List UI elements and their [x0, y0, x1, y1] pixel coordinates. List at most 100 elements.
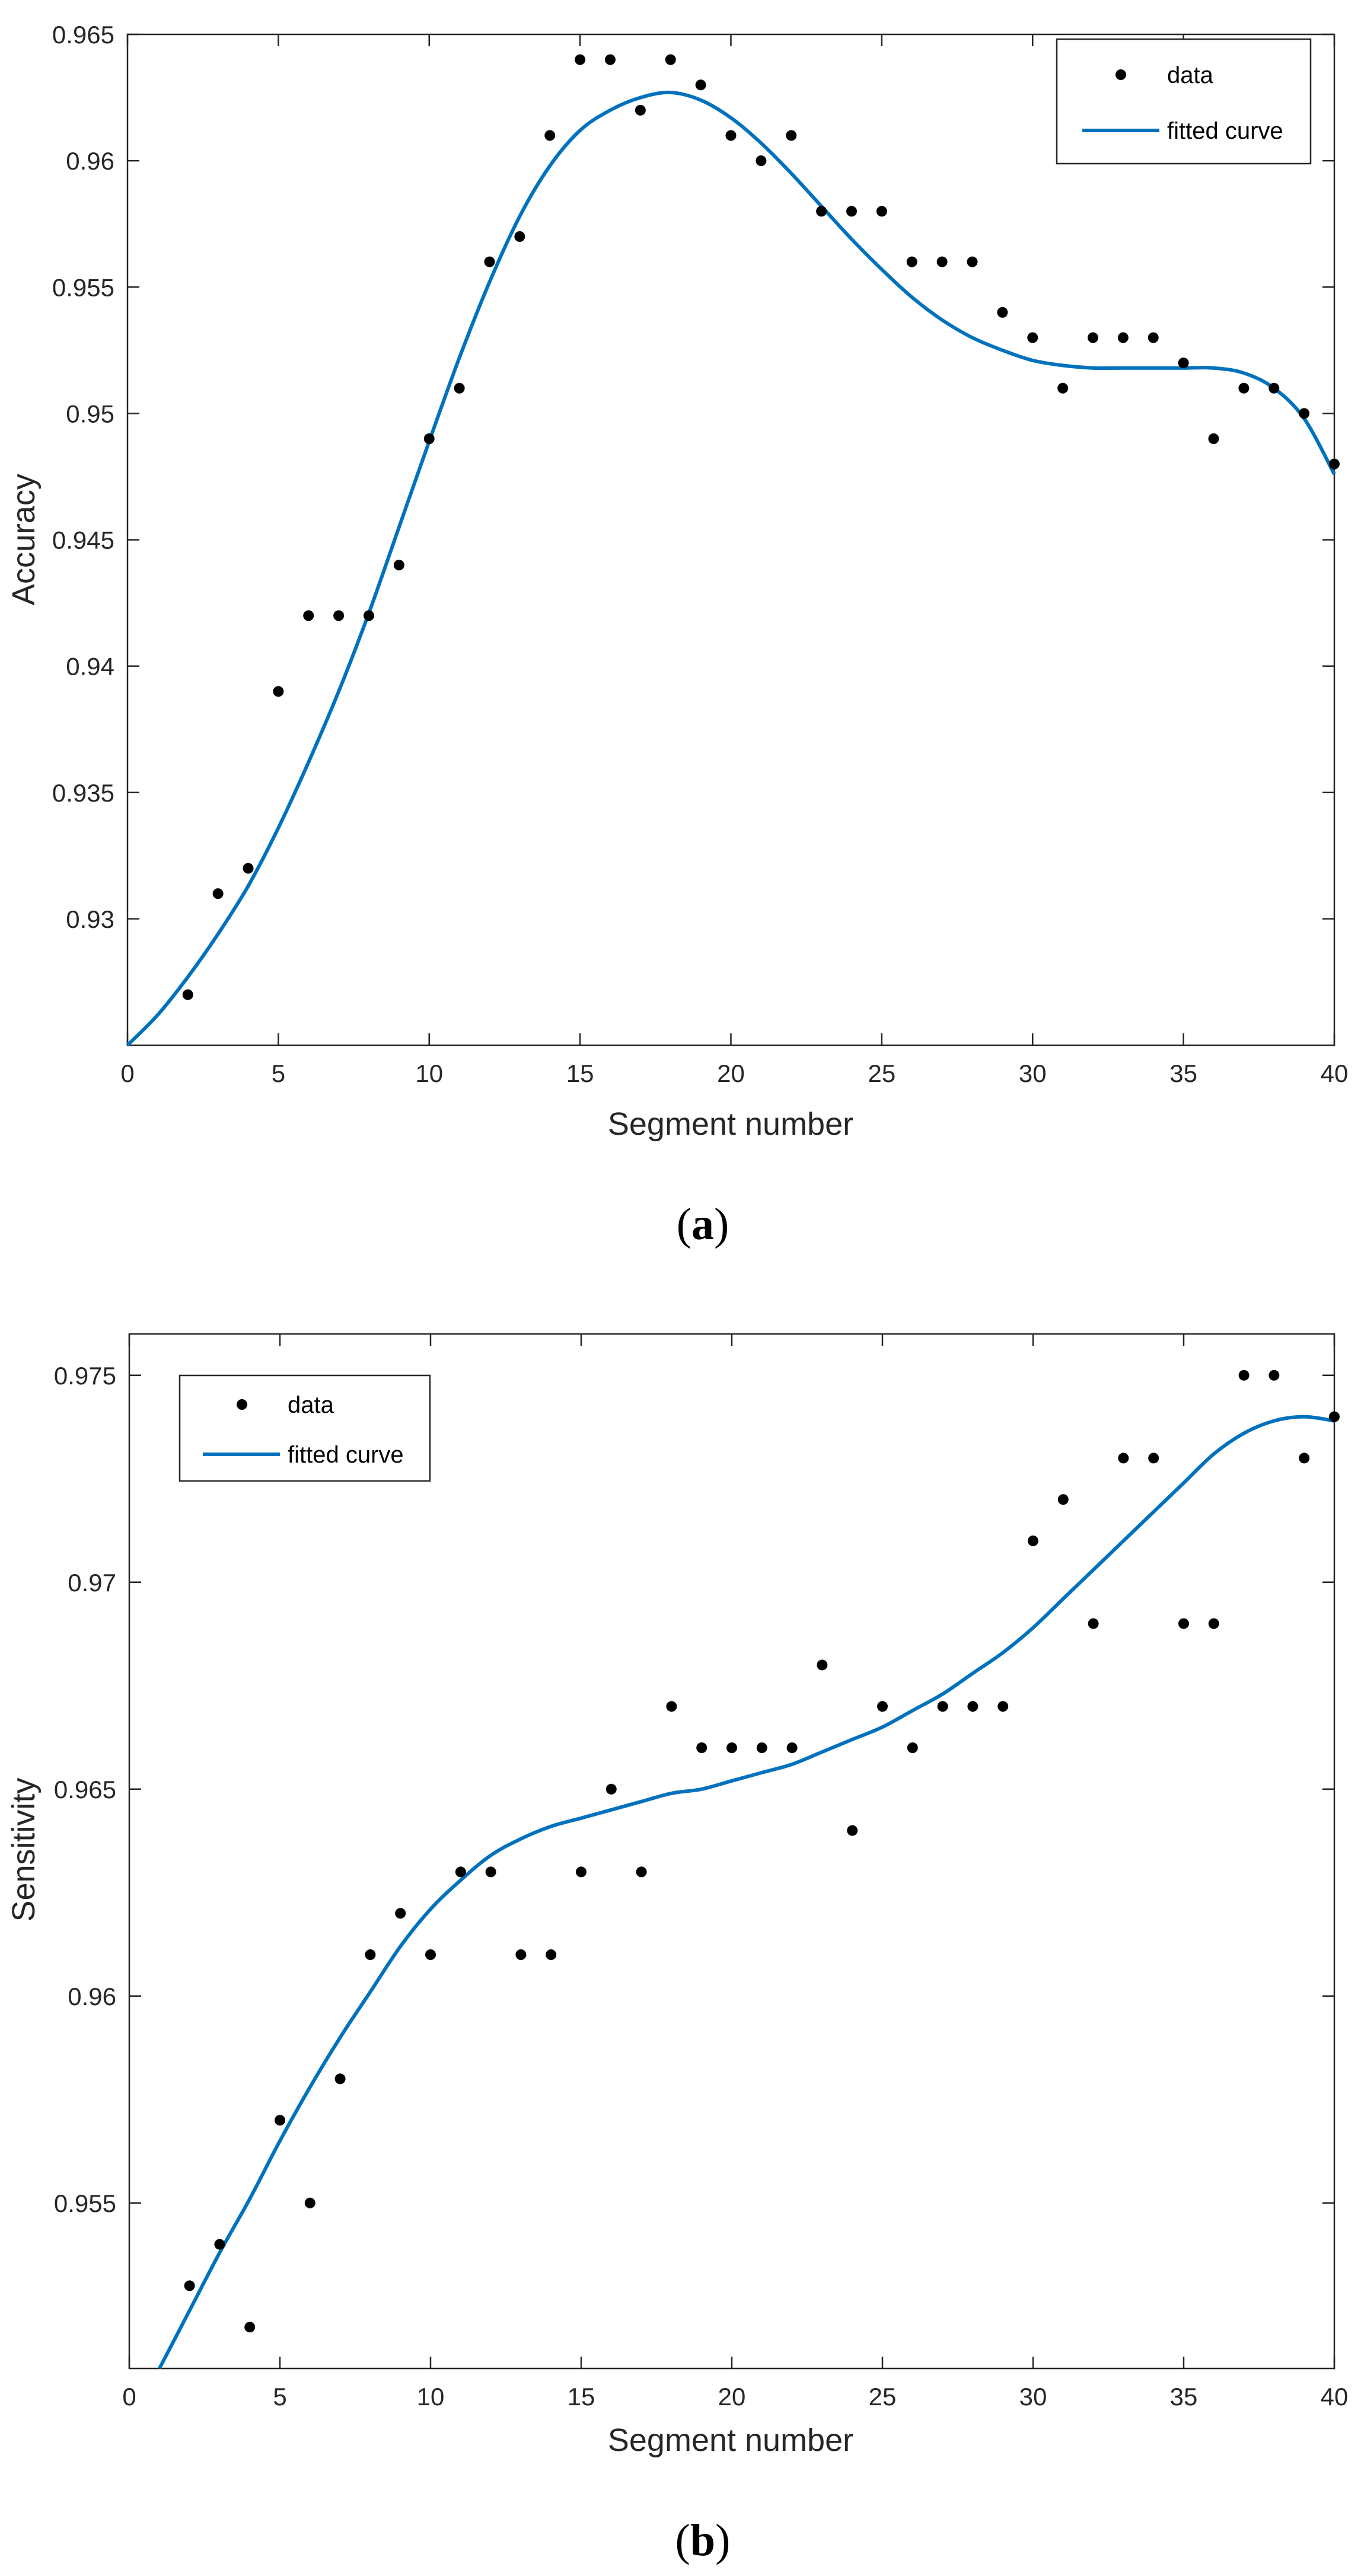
data-point-a	[575, 54, 586, 65]
x-tick-label-b: 10	[417, 2383, 445, 2411]
fitted-curve-a	[126, 90, 1336, 1047]
data-point-a	[423, 433, 435, 444]
data-point-b	[184, 2280, 195, 2291]
data-point-b	[1028, 1536, 1038, 1546]
data-point-b	[334, 2073, 346, 2085]
data-point-a	[212, 888, 224, 899]
data-point-a	[605, 54, 616, 65]
y-tick-label-a: 0.96	[66, 147, 114, 175]
caption-b: (b)	[675, 2516, 731, 2565]
data-point-a	[876, 206, 887, 217]
data-point-a	[846, 206, 857, 217]
data-point-a	[725, 130, 737, 141]
y-tick-label-b: 0.955	[54, 2189, 116, 2217]
data-point-a	[816, 206, 827, 217]
data-point-b	[425, 1949, 436, 1960]
x-tick-label-a: 35	[1169, 1059, 1197, 1087]
data-point-a	[393, 560, 404, 571]
data-point-a	[1148, 332, 1159, 343]
data-point-b	[304, 2197, 315, 2208]
plot-frame-a	[126, 33, 1335, 1046]
y-tick-label-a: 0.935	[52, 779, 114, 807]
x-axis-label-b: Segment number	[608, 2422, 853, 2458]
data-point-b	[365, 1949, 376, 1960]
data-point-a	[333, 610, 345, 621]
chart-accuracy: 0 5 10 15 20 25 30 35 40 0.93 0.935 0.94 0.945 0.95 0.…	[6, 21, 1348, 1249]
data-point-a	[1027, 332, 1038, 343]
data-point-b	[1057, 1494, 1069, 1505]
chart-sensitivity: 0 5 10 15 20 25 30 35 400.9550.960.9650.970.975 …	[6, 1333, 1348, 2565]
data-point-a	[1088, 332, 1098, 343]
data-point-b	[967, 1701, 978, 1712]
data-point-a	[936, 256, 948, 267]
x-tick-label-a: 10	[415, 1059, 443, 1087]
data-point-b	[696, 1742, 707, 1753]
data-point-a	[786, 130, 797, 141]
x-tick-label-a: 20	[717, 1059, 745, 1087]
data-point-a	[243, 863, 254, 874]
data-point-a	[1329, 458, 1340, 470]
data-point-b	[666, 1701, 677, 1712]
x-tick-label-a: 40	[1321, 1059, 1349, 1087]
legend-box-a	[1056, 38, 1312, 165]
legend-box-b	[179, 1374, 431, 1482]
y-tick-label-b: 0.965	[54, 1776, 116, 1803]
y-tick-label-a: 0.94	[66, 653, 114, 681]
legend-b: data fitted curve	[179, 1374, 431, 1482]
data-point-a	[1299, 408, 1310, 419]
data-point-a	[695, 79, 706, 91]
data-point-b	[1329, 1411, 1340, 1422]
data-point-a	[454, 382, 465, 394]
x-tick-label-b: 25	[869, 2383, 897, 2411]
data-point-b	[817, 1659, 828, 1671]
legend-data-label-b: data	[288, 1392, 334, 1418]
caption-a: (a)	[677, 1199, 729, 1249]
plot-frame-b	[128, 1333, 1335, 2370]
legend-marker-b	[237, 1399, 247, 1410]
data-point-b	[726, 1742, 737, 1753]
y-tick-label-a: 0.945	[52, 526, 114, 554]
data-point-b	[485, 1866, 496, 1878]
data-point-b	[576, 1866, 587, 1878]
data-point-b	[214, 2239, 225, 2250]
y-tick-label-a: 0.95	[66, 400, 114, 427]
x-tick-label-a: 5	[272, 1059, 285, 1087]
legend-a: data fitted curve	[1056, 38, 1312, 165]
x-tick-label-a: 25	[868, 1059, 896, 1087]
x-tick-label-a: 30	[1019, 1059, 1047, 1087]
data-point-a	[635, 104, 646, 116]
data-point-a	[364, 610, 374, 621]
data-point-b	[937, 1701, 948, 1712]
data-point-a	[484, 256, 495, 267]
data-point-b	[1238, 1370, 1250, 1381]
data-point-b	[636, 1866, 647, 1878]
y-tick-label-a: 0.93	[66, 905, 114, 933]
x-tick-label-a: 15	[566, 1059, 594, 1087]
data-point-a	[1117, 332, 1129, 343]
data-point-b	[275, 2115, 285, 2126]
data-point-b	[455, 1866, 466, 1878]
data-point-a	[303, 610, 314, 621]
y-tick-label-a: 0.955	[52, 273, 114, 301]
y-axis-label-a: Accuracy	[6, 474, 42, 605]
y-tick-label-a: 0.965	[52, 21, 114, 49]
data-point-b	[1178, 1618, 1189, 1629]
data-point-b	[877, 1701, 888, 1712]
data-point-b	[997, 1701, 1009, 1712]
legend-fit-label-a: fitted curve	[1167, 118, 1283, 144]
data-point-a	[967, 256, 978, 267]
data-point-b	[244, 2322, 256, 2333]
data-point-b	[1208, 1618, 1219, 1629]
data-point-b	[515, 1949, 527, 1960]
data-point-b	[1268, 1370, 1280, 1381]
data-point-a	[1238, 382, 1250, 394]
data-point-a	[182, 989, 193, 1000]
x-tick-label-b: 0	[122, 2383, 136, 2411]
data-point-b	[1299, 1453, 1310, 1464]
legend-data-label-a: data	[1167, 62, 1214, 88]
data-point-b	[395, 1908, 406, 1919]
x-tick-label-b: 15	[568, 2383, 595, 2411]
data-point-a	[544, 130, 556, 141]
x-tick-label-a: 0	[120, 1059, 134, 1087]
